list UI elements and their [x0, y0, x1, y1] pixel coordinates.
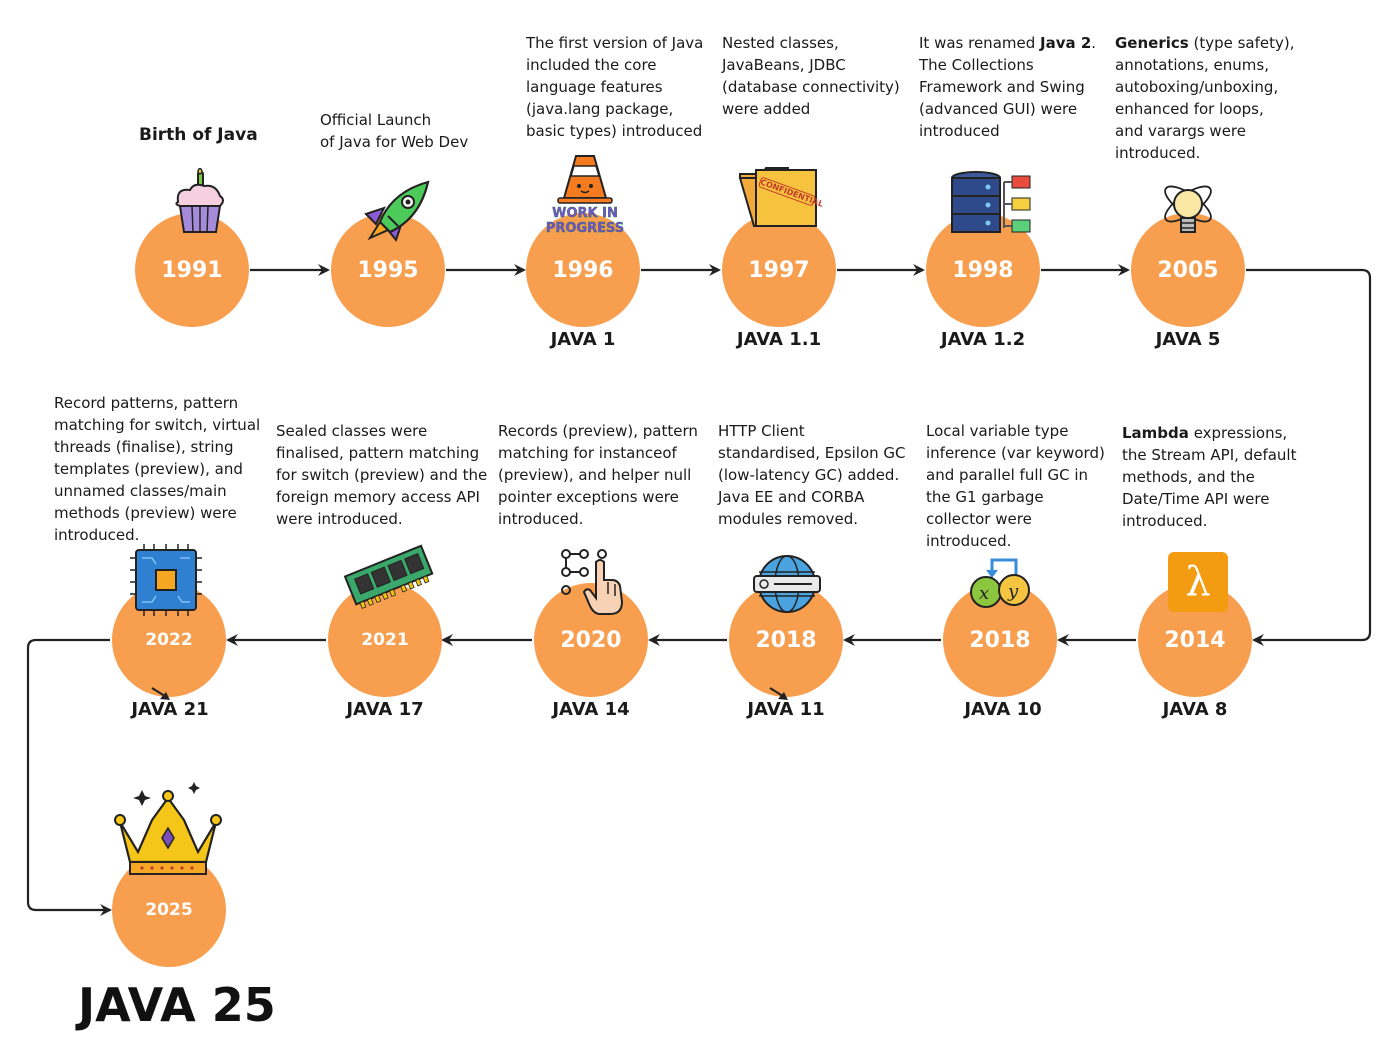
pointer-arrow-2022	[151, 687, 170, 700]
confidential-folder-icon: CONFIDENTIAL	[736, 164, 825, 234]
rocket-icon	[364, 180, 430, 243]
cpu-chip-icon	[130, 544, 202, 616]
version-label-java1-2: JAVA 1.2	[940, 329, 1026, 350]
year-circle-2018-java10: 2018	[943, 583, 1057, 697]
version-label-java8: JAVA 8	[1162, 699, 1228, 720]
cupcake-icon	[175, 168, 224, 233]
lightbulb-atom-icon	[1164, 185, 1212, 233]
description-2005: Generics (type safety), annotations, enu…	[1115, 32, 1305, 164]
crown-icon	[114, 782, 222, 875]
arrow-2022-2025	[26, 638, 112, 916]
version-label-java17: JAVA 17	[346, 699, 424, 720]
variables-xy-icon: x y	[970, 558, 1030, 608]
description-1995: Official Launch of Java for Web Dev	[320, 111, 469, 151]
touch-pattern-icon	[561, 549, 624, 615]
description-1997: Nested classes, JavaBeans, JDBC (databas…	[722, 34, 900, 118]
description-2014: Lambda expressions, the Stream API, defa…	[1122, 422, 1322, 532]
description-1998-rest: . The Collections Framework and Swing (a…	[919, 34, 1097, 140]
description-2021: Sealed classes were finalised, pattern m…	[276, 422, 488, 528]
pointer-arrow-java11	[769, 687, 788, 700]
year-circle-2021: 2021	[328, 583, 442, 697]
year-circle-1997: 1997	[722, 213, 836, 327]
svg-text:y: y	[1007, 581, 1019, 602]
version-label-java1: JAVA 1	[550, 329, 616, 350]
globe-web-icon	[753, 555, 821, 613]
description-2005-rest: (type safety), annotations, enums, autob…	[1115, 34, 1295, 162]
birth-of-java-heading: Birth of Java	[139, 125, 258, 145]
description-2022: Record patterns, pattern matching for sw…	[54, 394, 261, 544]
version-label-java1-1: JAVA 1.1	[736, 329, 822, 350]
lambda-icon: λ	[1168, 552, 1228, 612]
version-label-java10: JAVA 10	[964, 699, 1042, 720]
version-label-java14: JAVA 14	[552, 699, 630, 720]
svg-text:x: x	[979, 583, 989, 604]
version-label-java21: JAVA 21	[131, 699, 209, 720]
memory-ram-icon	[344, 544, 434, 609]
description-1998: It was renamed Java 2. The Collections F…	[919, 32, 1109, 142]
work-in-progress-text: WORK IN PROGRESS	[545, 206, 625, 236]
description-2018-java11: HTTP Client standardised, Epsilon GC (lo…	[718, 422, 906, 528]
version-label-java11: JAVA 11	[747, 699, 825, 720]
description-1998-bold: Java 2	[1040, 34, 1092, 52]
version-label-java5: JAVA 5	[1155, 329, 1221, 350]
database-server-icon	[951, 171, 1031, 233]
work-in-progress-icon: WORK IN PROGRESS	[544, 154, 626, 238]
arrow-2005-2014	[1246, 268, 1372, 646]
year-circle-1995: 1995	[331, 213, 445, 327]
year-circle-1996: 1996	[526, 213, 640, 327]
description-1998-prefix: It was renamed	[919, 34, 1041, 52]
description-2018-java10: Local variable type inference (var keywo…	[926, 422, 1105, 550]
version-label-java25: JAVA 25	[78, 978, 276, 1032]
description-2014-bold: Lambda	[1122, 424, 1189, 442]
description-2005-bold: Generics	[1115, 34, 1189, 52]
description-1996: The first version of Java included the c…	[526, 34, 704, 140]
description-2014-rest: expressions, the Stream API, default met…	[1122, 424, 1297, 530]
description-2020: Records (preview), pattern matching for …	[498, 422, 698, 528]
